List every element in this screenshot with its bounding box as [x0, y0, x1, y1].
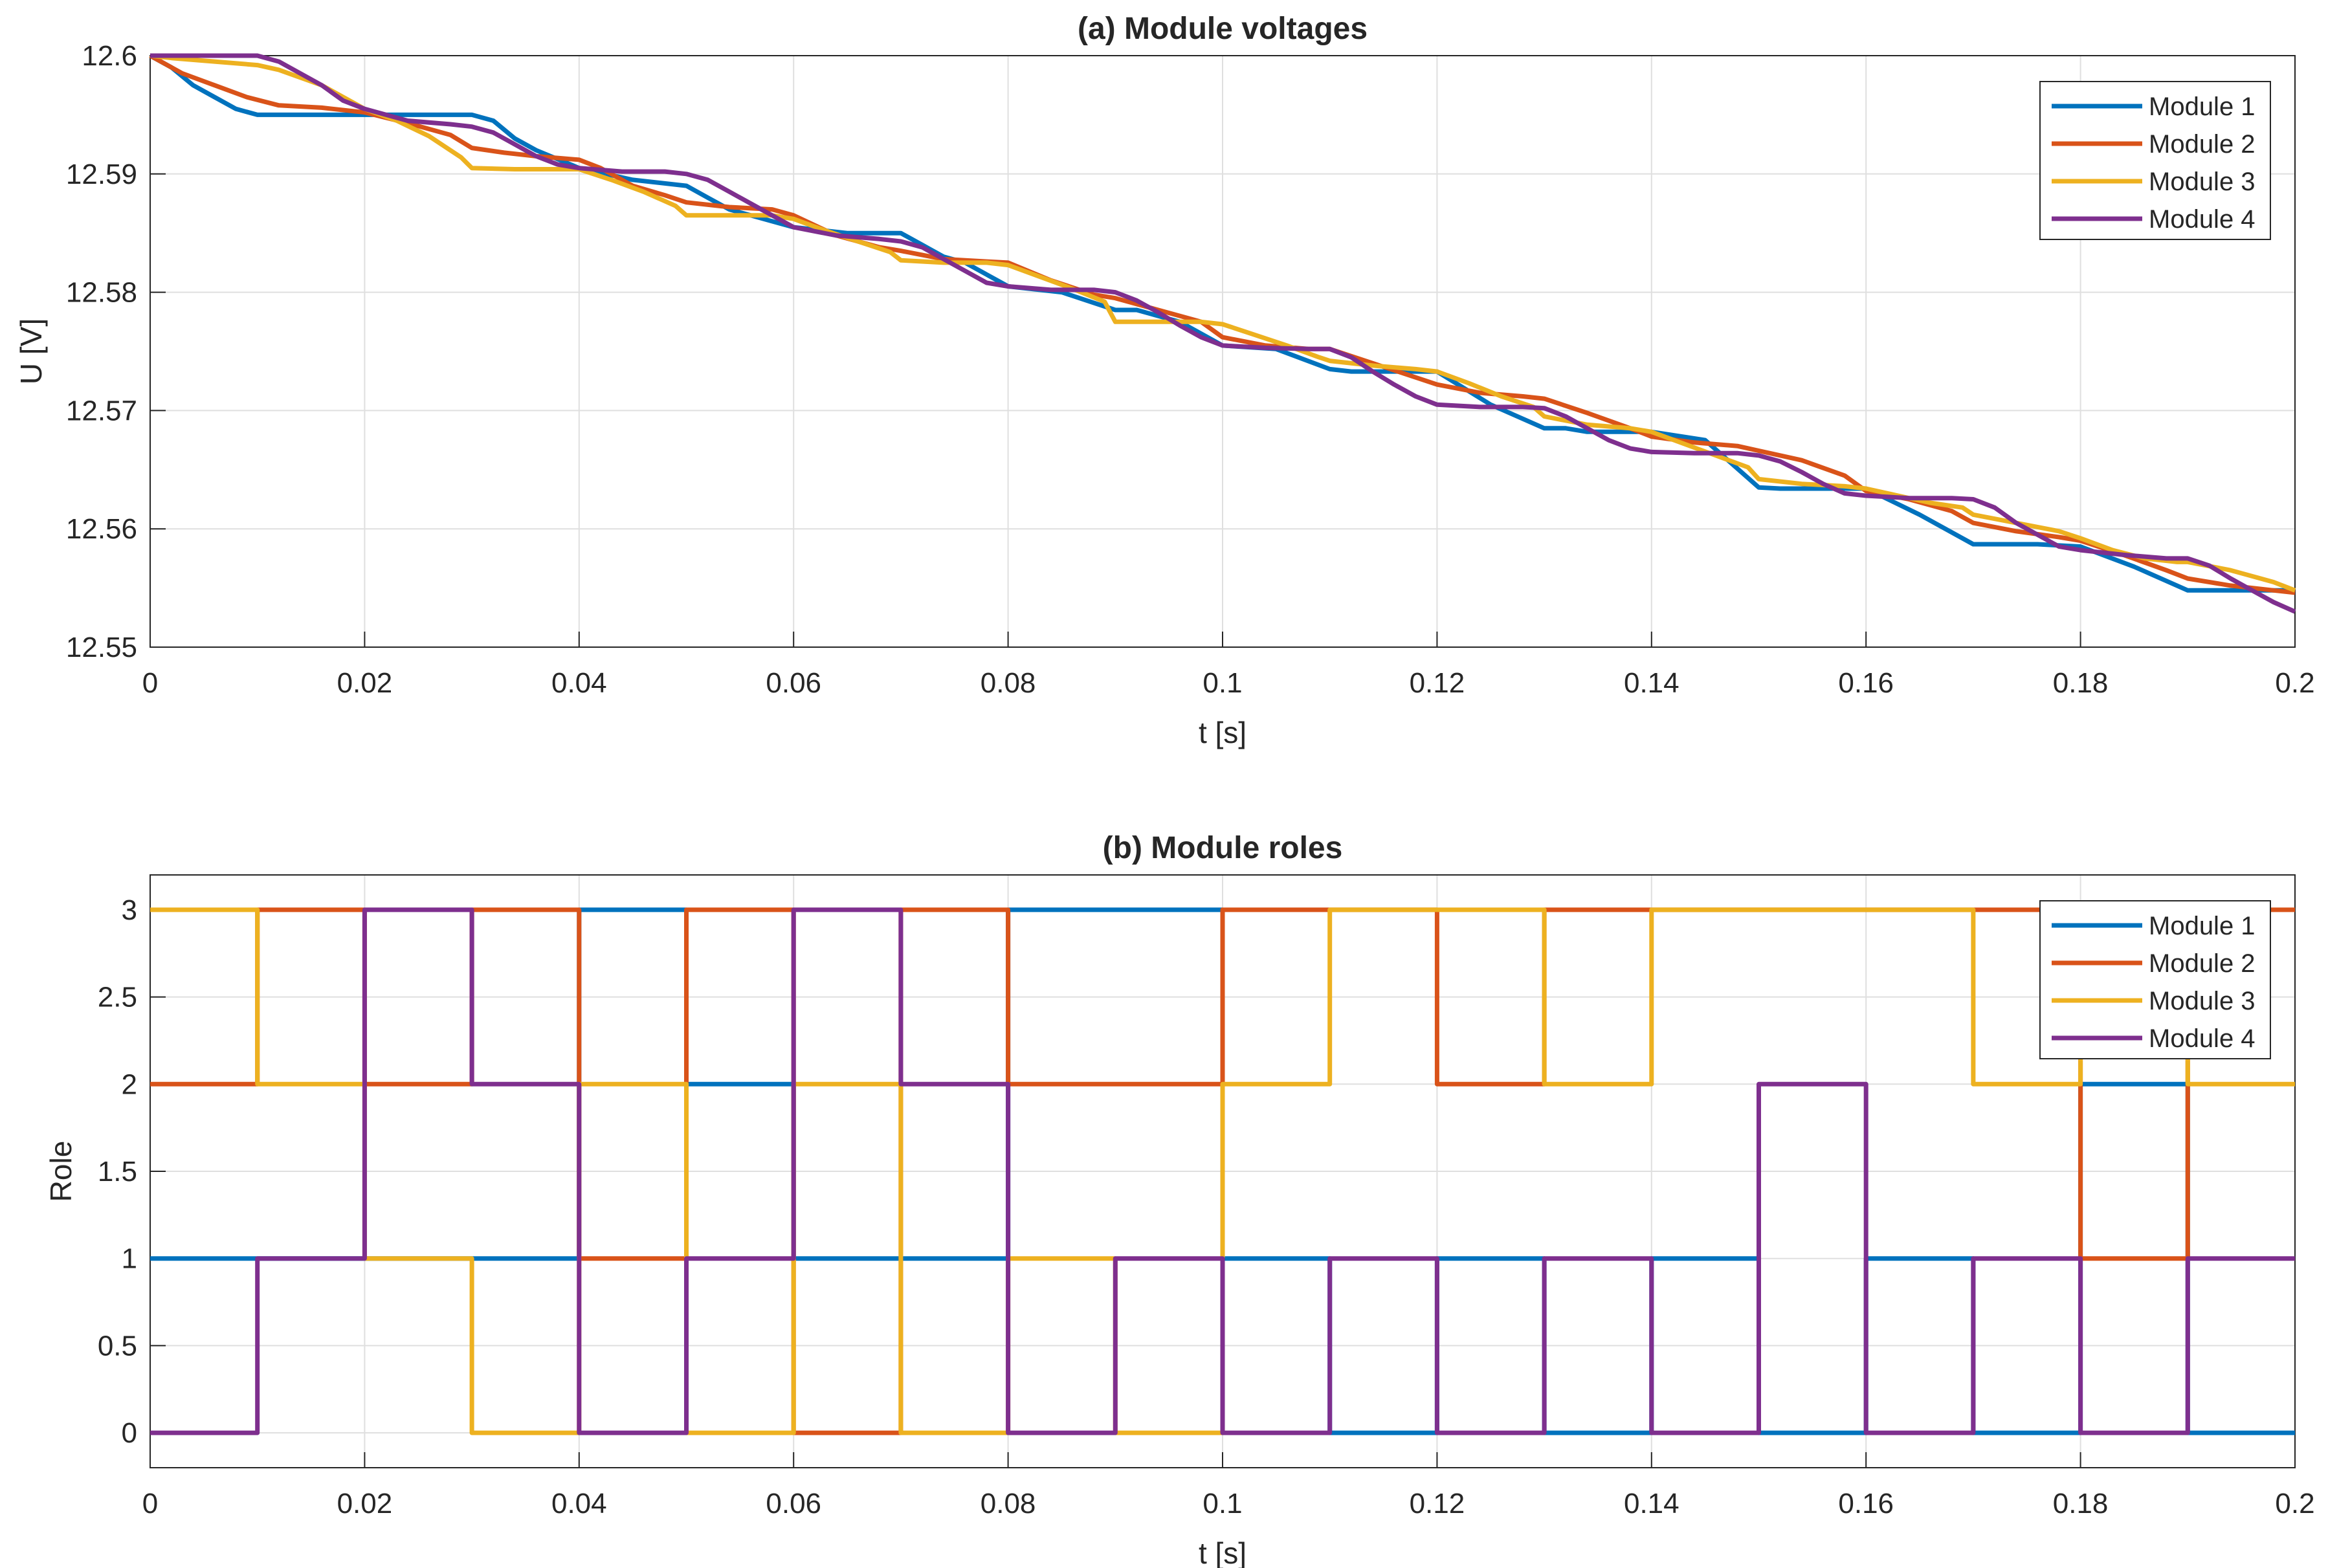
roles-legend: Module 1 Module 2 Module 3 Module 4 [2039, 900, 2271, 1059]
roles-y-axis-label: Role [44, 1141, 78, 1202]
voltage-x-tick-label: 0.18 [2053, 667, 2109, 699]
voltage-legend-label-3: Module 3 [2149, 168, 2256, 196]
voltage-legend-label-4: Module 4 [2149, 205, 2256, 234]
voltage-x-tick-label: 0.06 [766, 667, 821, 699]
roles-x-tick-label: 0.12 [1410, 1488, 1465, 1519]
voltage-legend: Module 1 Module 2 Module 3 Module 4 [2039, 81, 2271, 240]
voltage-x-tick-label: 0.14 [1624, 667, 1679, 699]
roles-chart-title: (b) Module roles [1103, 831, 1343, 865]
roles-y-tick-label: 1 [122, 1243, 137, 1275]
voltage-y-tick-label: 12.56 [66, 513, 137, 545]
voltage-legend-label-2: Module 2 [2149, 130, 2256, 159]
roles-y-tick-label: 1.5 [98, 1156, 137, 1187]
roles-x-tick-label: 0.2 [2275, 1488, 2314, 1519]
voltage-chart: (a) Module voltages t [s] U [V] 0 0.02 0.0… [14, 12, 2315, 749]
roles-x-tick-label: 0.02 [337, 1488, 393, 1519]
voltage-y-tick-label: 12.59 [66, 159, 137, 190]
roles-x-ticks: 0 0.02 0.04 0.06 0.08 0.1 0.12 0.14 0.16 0.18 0.2 [142, 1452, 2315, 1519]
roles-x-axis-label: t [s] [1199, 1536, 1247, 1568]
voltage-y-ticks: 12.55 12.56 12.57 12.58 12.59 12.6 [66, 40, 166, 663]
roles-chart: (b) Module roles t [s] Role 0 0.02 0.04 0.0… [44, 831, 2315, 1568]
roles-y-tick-label: 2.5 [98, 982, 137, 1013]
roles-y-tick-label: 0.5 [98, 1330, 137, 1362]
voltage-x-tick-label: 0.02 [337, 667, 393, 699]
roles-x-tick-label: 0.04 [551, 1488, 607, 1519]
voltage-x-ticks: 0 0.02 0.04 0.06 0.08 0.1 0.12 0.14 0.16 0.18 0.2 [142, 632, 2315, 699]
voltage-y-tick-label: 12.58 [66, 277, 137, 309]
roles-series [150, 907, 2295, 1435]
voltage-y-axis-label: U [V] [14, 318, 48, 384]
roles-x-tick-label: 0.14 [1624, 1488, 1679, 1519]
roles-x-tick-label: 0.08 [981, 1488, 1036, 1519]
roles-y-tick-label: 3 [122, 894, 137, 926]
voltage-y-tick-label: 12.55 [66, 632, 137, 663]
voltage-x-tick-label: 0.04 [551, 667, 607, 699]
voltage-x-tick-label: 0.12 [1410, 667, 1465, 699]
voltage-series-2 [149, 53, 2296, 595]
voltage-y-tick-label: 12.57 [66, 395, 137, 426]
roles-series-4 [150, 907, 2295, 1435]
roles-x-tick-label: 0.06 [766, 1488, 821, 1519]
roles-y-tick-label: 2 [122, 1068, 137, 1100]
roles-legend-label-2: Module 2 [2149, 949, 2256, 978]
voltage-legend-label-1: Module 1 [2149, 93, 2256, 121]
voltage-series-4 [150, 53, 2296, 614]
roles-legend-label-4: Module 4 [2149, 1024, 2256, 1053]
voltage-x-axis-label: t [s] [1199, 716, 1247, 749]
voltage-y-tick-label: 12.6 [82, 40, 137, 72]
voltage-chart-title: (a) Module voltages [1078, 12, 1368, 46]
voltage-series-1 [149, 53, 2295, 593]
roles-legend-label-3: Module 3 [2149, 987, 2256, 1015]
voltage-x-tick-label: 0.1 [1203, 667, 1242, 699]
voltage-series-3 [150, 53, 2296, 593]
voltage-series [149, 53, 2296, 614]
roles-y-ticks: 0 0.5 1 1.5 2 2.5 3 [98, 894, 166, 1449]
roles-x-tick-label: 0.18 [2053, 1488, 2109, 1519]
voltage-x-tick-label: 0 [142, 667, 158, 699]
roles-y-tick-label: 0 [122, 1417, 137, 1449]
roles-x-tick-label: 0 [142, 1488, 158, 1519]
roles-legend-label-1: Module 1 [2149, 912, 2256, 940]
voltage-x-tick-label: 0.2 [2275, 667, 2314, 699]
voltage-x-tick-label: 0.16 [1838, 667, 1894, 699]
roles-x-tick-label: 0.16 [1838, 1488, 1894, 1519]
voltage-x-tick-label: 0.08 [981, 667, 1036, 699]
roles-x-tick-label: 0.1 [1203, 1488, 1242, 1519]
